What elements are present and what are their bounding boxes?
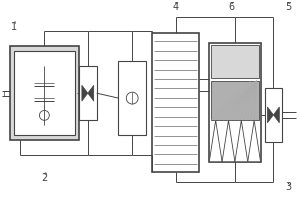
Bar <box>118 61 146 135</box>
Text: 5: 5 <box>285 2 291 12</box>
Polygon shape <box>82 85 88 101</box>
Text: 4: 4 <box>172 2 179 12</box>
Text: 1: 1 <box>11 22 17 32</box>
Polygon shape <box>235 120 248 162</box>
Text: 2: 2 <box>41 173 47 183</box>
Bar <box>211 45 259 78</box>
Polygon shape <box>273 107 279 123</box>
Bar <box>152 33 200 172</box>
Bar <box>79 66 97 120</box>
Bar <box>211 81 259 120</box>
Polygon shape <box>248 120 261 162</box>
Polygon shape <box>268 107 273 123</box>
Text: 3: 3 <box>285 182 291 192</box>
Text: 6: 6 <box>228 2 234 12</box>
Polygon shape <box>88 85 94 101</box>
Polygon shape <box>222 120 235 162</box>
Bar <box>209 43 261 162</box>
Bar <box>14 51 75 135</box>
Bar <box>265 88 282 142</box>
Bar <box>10 46 79 140</box>
Polygon shape <box>209 120 222 162</box>
